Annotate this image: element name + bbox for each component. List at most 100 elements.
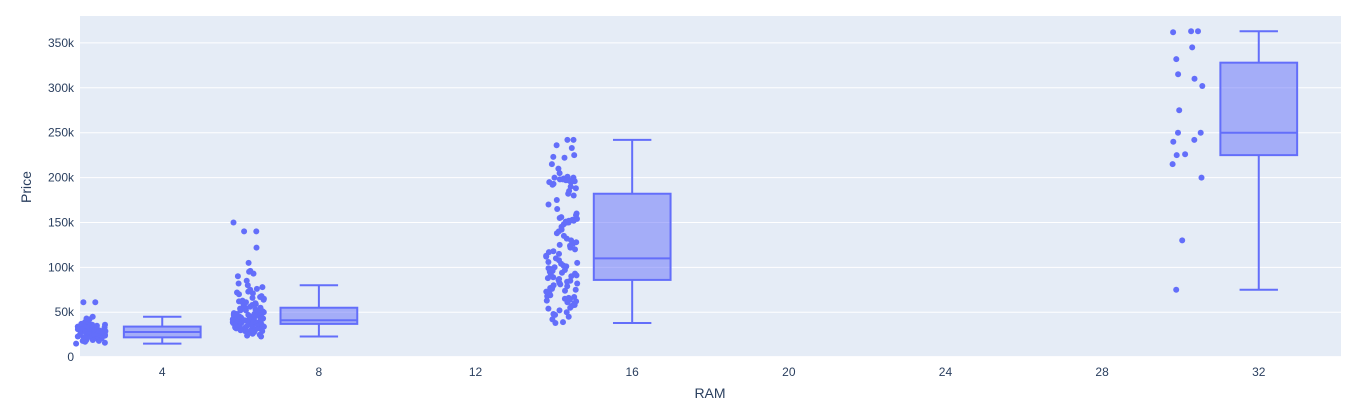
box-ram-32	[1219, 30, 1299, 291]
data-point	[546, 179, 553, 186]
data-point	[102, 321, 108, 328]
data-point	[574, 280, 581, 287]
data-point	[89, 313, 96, 320]
data-point	[1182, 151, 1189, 158]
data-point	[568, 145, 575, 151]
x-tick-label: 28	[1095, 365, 1109, 379]
data-point	[1197, 129, 1204, 136]
data-point	[252, 300, 259, 307]
data-point	[553, 197, 560, 203]
data-point	[259, 284, 266, 291]
data-point	[545, 259, 552, 265]
data-point	[253, 228, 260, 235]
data-point	[550, 282, 557, 289]
x-axis-title: RAM	[694, 385, 725, 401]
x-tick-label: 4	[159, 365, 166, 379]
data-point	[571, 152, 578, 159]
data-point	[562, 287, 568, 294]
data-point	[1169, 161, 1176, 168]
data-point	[570, 136, 577, 143]
box-ram-16	[592, 138, 672, 324]
data-point	[564, 136, 571, 143]
data-point	[234, 289, 240, 296]
data-point	[253, 285, 260, 292]
data-point	[556, 276, 563, 282]
data-point	[556, 241, 563, 248]
data-point	[550, 311, 557, 317]
data-point	[1199, 83, 1206, 89]
x-tick-label: 12	[469, 365, 483, 379]
y-tick-label: 350k	[48, 36, 75, 50]
y-axis-title: Price	[18, 171, 34, 203]
data-point	[239, 297, 246, 304]
data-point	[569, 216, 576, 223]
data-point	[550, 248, 557, 255]
y-tick-label: 300k	[48, 81, 75, 95]
data-point	[93, 322, 100, 329]
data-point	[565, 294, 572, 301]
data-point	[564, 283, 571, 290]
data-point	[234, 273, 241, 280]
data-point	[545, 201, 552, 208]
data-point	[1188, 28, 1195, 35]
data-point	[551, 174, 558, 181]
data-point	[1170, 29, 1177, 36]
data-point	[1173, 152, 1180, 159]
box-ram-8	[279, 284, 359, 338]
data-point	[556, 170, 563, 177]
y-axis-ticks: 0 50k 100k 150k 200k 250k 300k 350k	[48, 36, 75, 364]
data-point	[548, 161, 555, 168]
y-tick-label: 150k	[48, 215, 75, 229]
data-point	[92, 299, 99, 306]
data-point	[1198, 174, 1205, 181]
data-point	[235, 280, 242, 287]
data-point	[247, 286, 254, 293]
data-point	[241, 228, 248, 235]
data-point	[555, 165, 562, 172]
data-point	[571, 294, 578, 300]
data-point	[543, 297, 550, 304]
data-point	[572, 246, 578, 253]
data-point	[1191, 136, 1198, 143]
data-point	[574, 259, 581, 266]
data-point	[545, 305, 552, 312]
x-tick-label: 20	[782, 365, 796, 379]
plot-background	[80, 16, 1341, 358]
data-point	[80, 299, 87, 306]
x-axis-ticks: 4 8 12 16 20 24 28 32	[159, 365, 1266, 379]
data-point	[244, 282, 251, 289]
data-point	[561, 154, 568, 161]
data-point	[247, 267, 254, 274]
data-point	[550, 153, 557, 160]
x-tick-label: 16	[625, 365, 639, 379]
data-point	[1179, 237, 1186, 244]
data-point	[1189, 44, 1196, 51]
data-point	[572, 270, 578, 277]
data-point	[563, 309, 570, 316]
iqr-box	[592, 192, 672, 281]
data-points	[73, 28, 1206, 347]
x-tick-label: 24	[939, 365, 953, 379]
box-traces	[122, 30, 1299, 345]
data-point	[560, 232, 567, 239]
data-point	[560, 319, 566, 326]
data-point	[558, 214, 565, 221]
data-point	[230, 310, 237, 317]
data-point	[549, 316, 556, 323]
data-point	[573, 210, 580, 217]
data-point	[1170, 138, 1177, 145]
data-point	[565, 313, 572, 320]
data-point	[553, 142, 560, 149]
data-point	[230, 219, 237, 226]
data-point	[1195, 28, 1201, 35]
data-point	[567, 277, 574, 284]
data-point	[545, 249, 552, 256]
data-point	[543, 288, 550, 295]
data-point	[556, 307, 563, 314]
data-point	[95, 327, 102, 334]
data-point	[552, 255, 559, 262]
data-point	[252, 306, 259, 313]
data-point	[556, 250, 562, 257]
data-point	[248, 327, 255, 334]
